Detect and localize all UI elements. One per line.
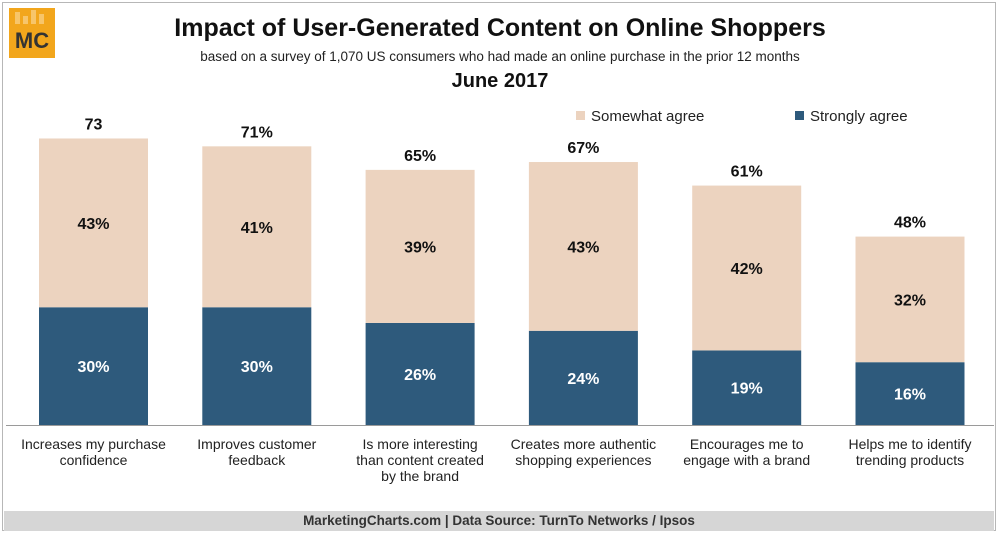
total-label-5: 48%	[894, 215, 926, 232]
category-label-2-line-1: than content created	[356, 452, 484, 468]
category-label-5-line-1: trending products	[856, 452, 964, 468]
data-label-somewhat-agree-4: 42%	[731, 261, 763, 278]
category-label-1-line-1: feedback	[228, 452, 286, 468]
chart-subtitle: based on a survey of 1,070 US consumers …	[200, 49, 800, 64]
logo-bar-1	[15, 12, 20, 24]
bar-somewhat-agree-1	[202, 146, 312, 308]
bar-strongly-agree-2	[365, 322, 475, 425]
total-label-0: 73	[85, 116, 103, 133]
bar-somewhat-agree-5	[855, 236, 965, 363]
bar-somewhat-agree-3	[528, 162, 638, 331]
data-label-strongly-agree-1: 30%	[241, 359, 273, 376]
category-label-5-line-0: Helps me to identify	[849, 436, 972, 452]
legend-label-1: Strongly agree	[810, 108, 908, 125]
data-label-somewhat-agree-2: 39%	[404, 239, 436, 256]
bar-somewhat-agree-0	[39, 138, 148, 308]
total-label-2: 65%	[404, 148, 436, 165]
category-label-1-line-0: Improves customer	[197, 436, 316, 452]
bar-somewhat-agree-4	[692, 185, 802, 351]
total-label-4: 61%	[731, 164, 763, 181]
legend-swatch-1	[795, 111, 804, 120]
chart-date: June 2017	[451, 70, 549, 92]
category-label-3-line-0: Creates more authentic	[511, 436, 657, 452]
data-label-strongly-agree-4: 19%	[731, 381, 763, 398]
logo-bar-3	[31, 10, 36, 24]
bar-strongly-agree-3	[528, 330, 638, 425]
data-label-strongly-agree-5: 16%	[894, 387, 926, 404]
data-label-strongly-agree-0: 30%	[77, 359, 109, 376]
category-label-4-line-0: Encourages me to	[690, 436, 804, 452]
data-label-somewhat-agree-0: 43%	[77, 216, 109, 233]
logo-bar-2	[23, 16, 28, 24]
category-label-2-line-2: by the brand	[381, 468, 459, 484]
data-label-somewhat-agree-5: 32%	[894, 292, 926, 309]
legend-swatch-0	[576, 111, 585, 120]
total-label-1: 71%	[241, 124, 273, 141]
bar-strongly-agree-1	[202, 307, 312, 425]
category-label-4-line-1: engage with a brand	[683, 452, 810, 468]
data-label-strongly-agree-3: 24%	[567, 371, 599, 388]
legend-label-0: Somewhat agree	[591, 108, 704, 125]
data-label-somewhat-agree-3: 43%	[567, 239, 599, 256]
data-label-strongly-agree-2: 26%	[404, 367, 436, 384]
category-label-0-line-0: Increases my purchase	[21, 436, 166, 452]
bar-strongly-agree-0	[39, 307, 148, 425]
marketingcharts-logo: MC	[9, 8, 55, 58]
category-label-3-line-1: shopping experiences	[515, 452, 651, 468]
bar-strongly-agree-5	[855, 362, 965, 425]
logo-bar-4	[39, 14, 44, 24]
data-label-somewhat-agree-1: 41%	[241, 220, 273, 237]
source-footer: MarketingCharts.com | Data Source: TurnT…	[4, 511, 994, 531]
bar-strongly-agree-4	[692, 350, 802, 425]
logo-text: MC	[15, 28, 49, 53]
total-label-3: 67%	[567, 140, 599, 157]
category-label-0-line-1: confidence	[60, 452, 128, 468]
chart-title: Impact of User-Generated Content on Onli…	[174, 14, 826, 42]
bar-somewhat-agree-2	[365, 169, 475, 323]
category-label-2-line-0: Is more interesting	[363, 436, 478, 452]
